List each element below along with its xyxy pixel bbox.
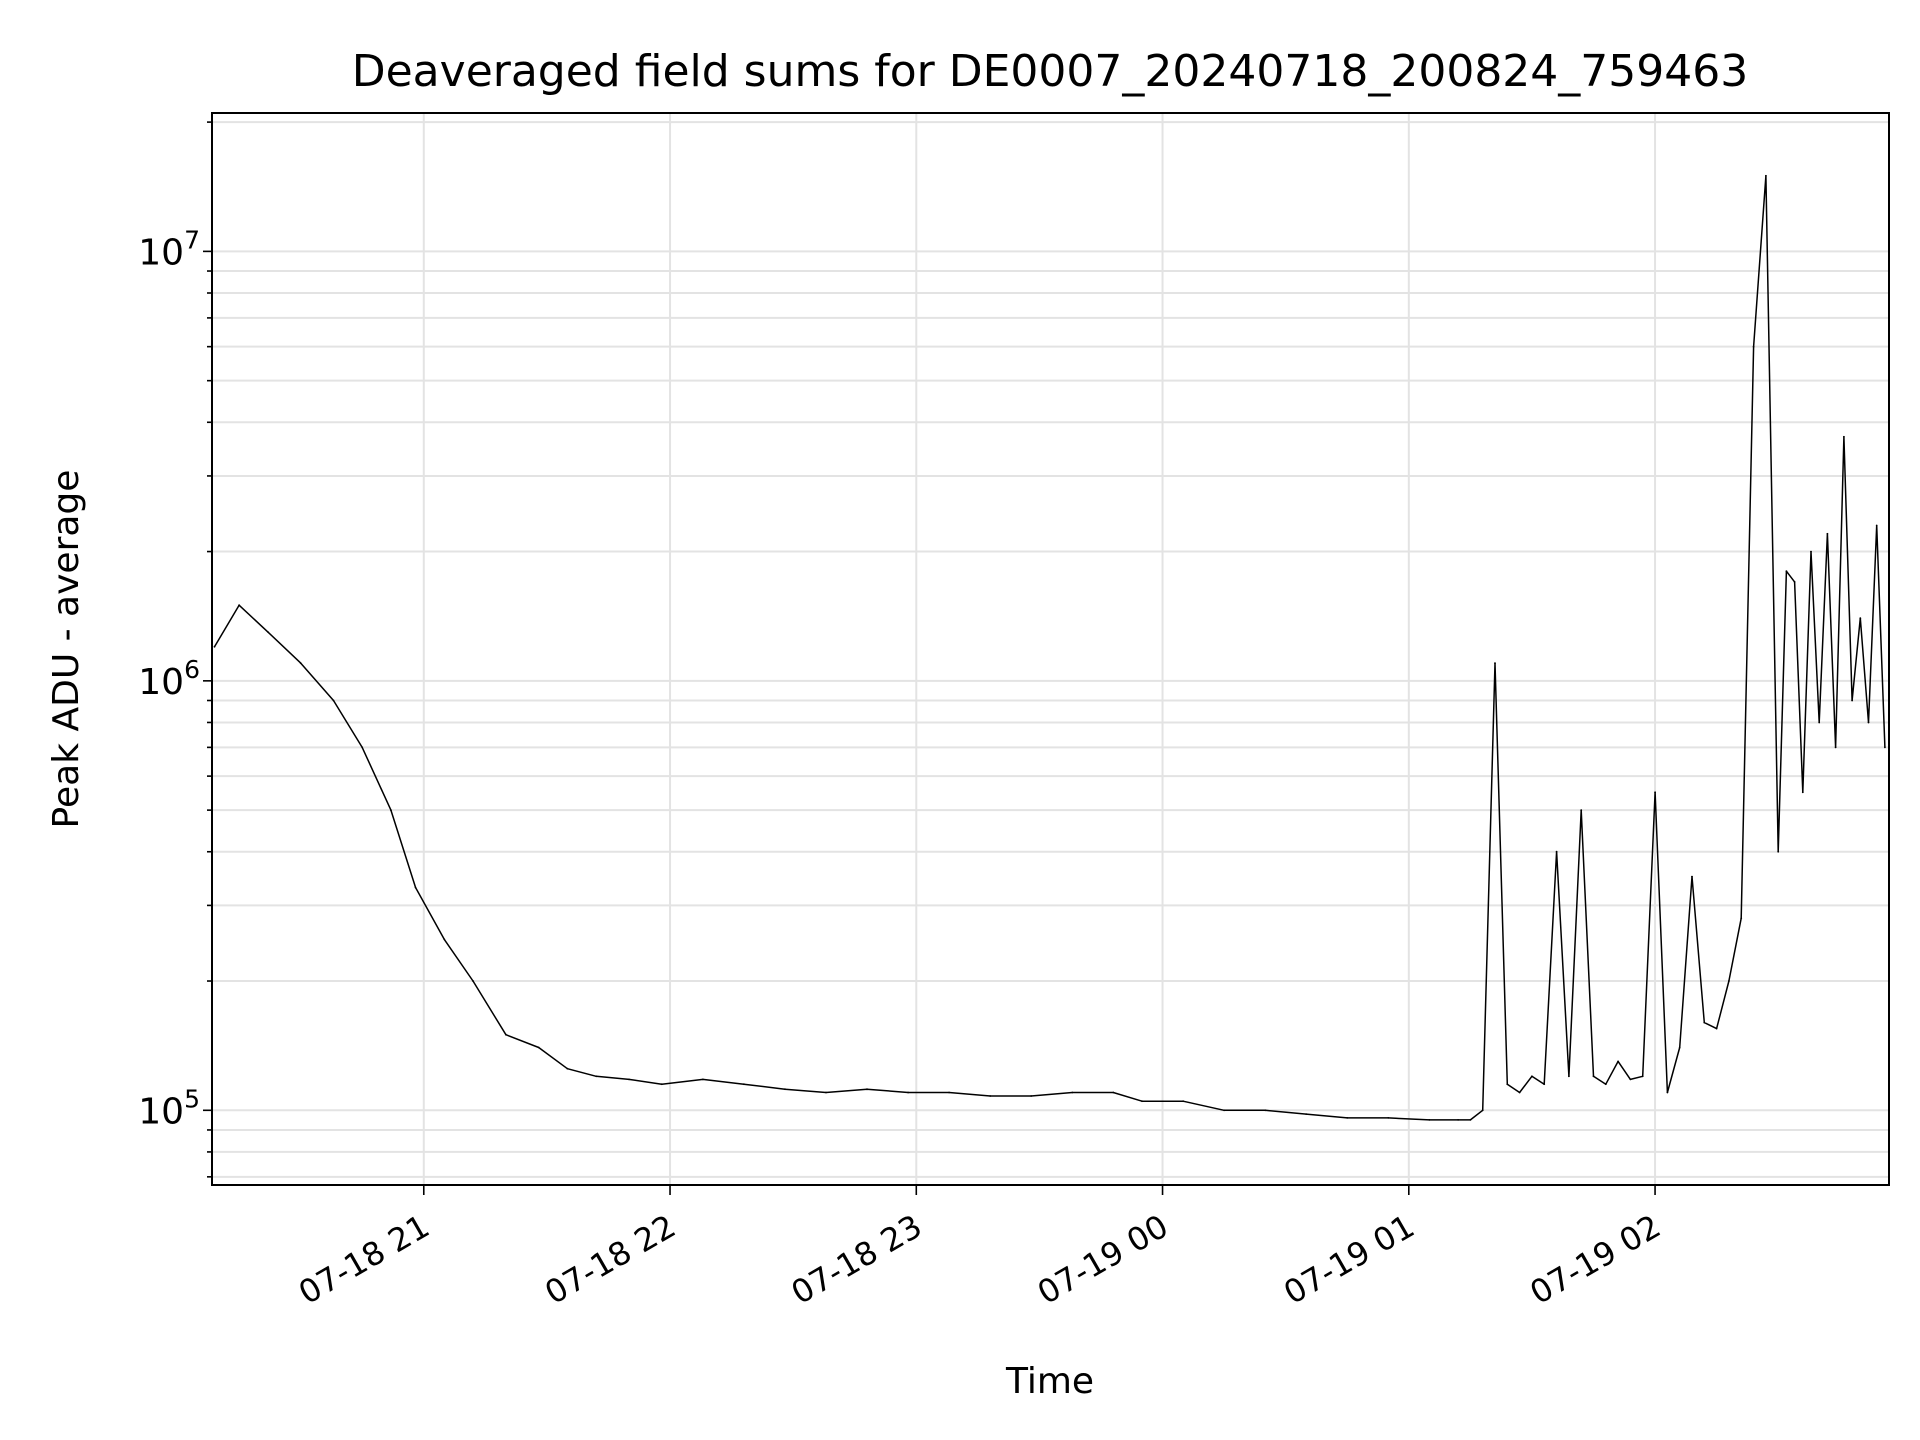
data-point xyxy=(1071,1091,1074,1094)
data-point xyxy=(1182,1100,1184,1103)
data-point xyxy=(1506,1083,1509,1086)
data-point xyxy=(1617,1060,1619,1063)
data-point xyxy=(866,1088,868,1091)
data-point xyxy=(1629,1078,1632,1081)
data-point xyxy=(1884,746,1886,749)
data-point xyxy=(989,1095,992,1097)
data-point xyxy=(1030,1095,1033,1097)
data-point xyxy=(1818,721,1821,724)
plot-frame xyxy=(211,112,1890,1186)
data-point xyxy=(1223,1109,1225,1112)
data-point xyxy=(390,809,392,811)
data-point xyxy=(1793,581,1796,583)
y-tick-base: 10 xyxy=(138,1091,184,1132)
data-point xyxy=(1580,809,1583,811)
data-point xyxy=(443,938,446,941)
grid xyxy=(212,113,1889,1185)
data-point xyxy=(1346,1117,1349,1119)
data-point xyxy=(1740,917,1743,920)
data-point xyxy=(1494,662,1496,664)
data-point xyxy=(1531,1075,1533,1078)
y-tick-label: 107 xyxy=(138,225,200,273)
data-point xyxy=(1592,1075,1595,1078)
data-point xyxy=(784,1088,786,1091)
data-point xyxy=(1112,1091,1115,1094)
data-point xyxy=(1810,550,1812,553)
y-tick-base: 10 xyxy=(138,662,184,703)
data-point xyxy=(414,886,417,889)
data-point xyxy=(628,1078,630,1081)
data-point xyxy=(266,631,269,633)
data-point xyxy=(1387,1117,1390,1119)
data-point xyxy=(238,604,241,607)
data-point xyxy=(1826,532,1829,535)
data-point xyxy=(1843,435,1845,438)
data-point xyxy=(1481,1109,1484,1112)
data-point xyxy=(1518,1091,1521,1094)
data-point xyxy=(1654,791,1656,794)
data-point xyxy=(595,1075,598,1078)
data-point xyxy=(1428,1119,1431,1121)
y-tick-label: 105 xyxy=(138,1084,200,1132)
data-point xyxy=(1469,1119,1472,1121)
data-point xyxy=(1691,875,1693,878)
data-point xyxy=(1859,617,1862,619)
y-axis-label: Peak ADU - average xyxy=(46,470,87,829)
data-point xyxy=(907,1091,909,1094)
data-point xyxy=(1785,570,1788,573)
data-point xyxy=(825,1091,827,1094)
data-point xyxy=(1543,1083,1546,1086)
y-tick-base: 10 xyxy=(138,232,184,273)
data-point xyxy=(505,1033,507,1036)
data-point xyxy=(537,1046,540,1049)
series-layer xyxy=(213,174,1886,1121)
data-point xyxy=(1666,1091,1669,1094)
data-point xyxy=(1457,1119,1459,1121)
y-tick-exponent: 5 xyxy=(184,1084,200,1113)
data-point xyxy=(299,662,302,664)
data-point xyxy=(1728,980,1730,982)
data-point xyxy=(332,699,335,702)
chart-title: Deaveraged field sums for DE0007_2024071… xyxy=(352,46,1749,97)
data-point xyxy=(1867,721,1870,724)
data-point xyxy=(1765,174,1767,177)
data-point xyxy=(1555,850,1558,853)
data-point xyxy=(660,1083,663,1086)
data-point xyxy=(1715,1027,1718,1030)
data-point xyxy=(213,645,216,648)
data-point xyxy=(1641,1075,1644,1078)
y-tick-exponent: 7 xyxy=(184,225,200,254)
data-point xyxy=(1678,1046,1681,1049)
data-point xyxy=(1777,850,1780,853)
data-point xyxy=(702,1078,704,1081)
data-point xyxy=(1264,1109,1267,1112)
data-point xyxy=(1604,1083,1607,1086)
data-point xyxy=(1703,1021,1706,1024)
x-axis-label: Time xyxy=(1005,1361,1094,1402)
data-point xyxy=(1851,699,1853,702)
data-point xyxy=(948,1091,950,1094)
y-tick-label: 106 xyxy=(138,655,200,703)
data-point xyxy=(743,1083,745,1086)
data-point xyxy=(472,980,474,982)
data-point xyxy=(1568,1075,1570,1078)
data-point xyxy=(1801,791,1804,794)
data-point xyxy=(361,746,364,749)
data-point xyxy=(1305,1113,1308,1115)
data-point xyxy=(1141,1100,1143,1103)
y-tick-exponent: 6 xyxy=(184,655,200,684)
data-point xyxy=(1752,345,1755,348)
data-point xyxy=(1875,524,1878,527)
data-point xyxy=(566,1067,569,1070)
data-point xyxy=(1834,746,1837,749)
